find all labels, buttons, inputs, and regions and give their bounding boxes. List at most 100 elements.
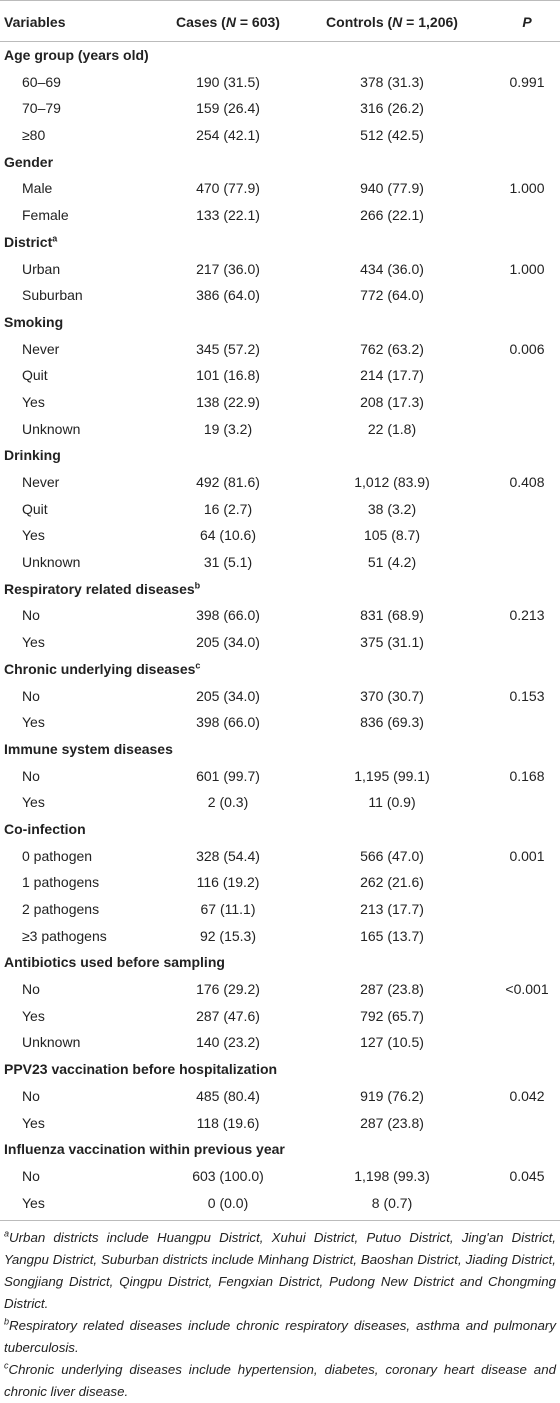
section-row: Smoking <box>0 309 560 336</box>
controls-cell: 266 (22.1) <box>360 207 424 224</box>
row-label: Yes <box>22 527 45 544</box>
header-cell: Variables <box>4 14 66 30</box>
controls-cell: 762 (63.2) <box>360 340 424 357</box>
section-title: District <box>4 233 53 250</box>
header-text: Controls ( <box>326 14 393 30</box>
row-label: No <box>22 1167 40 1184</box>
controls-cell: 919 (76.2) <box>360 1087 424 1104</box>
data-row: Quit 101 (16.8) 214 (17.7) <box>0 362 560 389</box>
section-title: Antibiotics used before sampling <box>4 954 225 971</box>
data-row: ≥3 pathogens 92 (15.3) 165 (13.7) <box>0 923 560 950</box>
footnote-marker: a <box>4 1228 10 1239</box>
section-cell: PPV23 vaccination before hospitalization <box>4 1056 277 1083</box>
header-text: N <box>392 14 403 30</box>
data-row: No 485 (80.4) 919 (76.2) 0.042 <box>0 1083 560 1110</box>
row-label: No <box>22 607 40 624</box>
data-row: No 205 (34.0) 370 (30.7) 0.153 <box>0 683 560 710</box>
p-cell: 0.001 <box>509 847 545 864</box>
controls-cell: 836 (69.3) <box>360 714 424 731</box>
header-text: Cases ( <box>176 14 226 30</box>
cases-cell: 140 (23.2) <box>196 1034 260 1051</box>
section-row: Immune system diseases <box>0 736 560 763</box>
cases-cell: 138 (22.9) <box>196 393 260 410</box>
row-label: 1 pathogens <box>22 874 100 891</box>
section-row: Gender <box>0 149 560 176</box>
p-cell: 1.000 <box>509 180 545 197</box>
p-cell: 0.213 <box>509 607 545 624</box>
controls-cell: 213 (17.7) <box>360 901 424 917</box>
row-label: ≥3 pathogens <box>22 927 107 944</box>
controls-cell: 287 (23.8) <box>360 1114 424 1131</box>
data-row: 60–69 190 (31.5) 378 (31.3) 0.991 <box>0 69 560 96</box>
cases-cell: 470 (77.9) <box>196 180 260 197</box>
data-row: Quit 16 (2.7) 38 (3.2) <box>0 496 560 523</box>
section-title: Chronic underlying diseases <box>4 660 196 677</box>
controls-cell: 772 (64.0) <box>360 287 424 304</box>
cases-cell: 485 (80.4) <box>196 1087 260 1104</box>
footnote: cChronic underlying diseases include hyp… <box>4 1359 556 1403</box>
section-row: Drinking <box>0 442 560 469</box>
controls-cell: 940 (77.9) <box>360 180 424 197</box>
data-row: ≥80 254 (42.1) 512 (42.5) <box>0 122 560 149</box>
header-text: = 603) <box>235 14 280 30</box>
footnote: bRespiratory related diseases include ch… <box>4 1315 556 1359</box>
section-cell: Respiratory related diseasesb <box>4 576 200 603</box>
section-row: Respiratory related diseasesb <box>0 576 560 603</box>
cases-cell: 603 (100.0) <box>192 1167 264 1184</box>
controls-cell: 375 (31.1) <box>360 634 424 651</box>
data-row: Yes 2 (0.3) 11 (0.9) <box>0 789 560 816</box>
controls-cell: 1,198 (99.3) <box>354 1167 430 1184</box>
p-cell: 0.991 <box>509 73 545 90</box>
section-title: Respiratory related diseases <box>4 580 195 597</box>
controls-cell: 512 (42.5) <box>360 127 424 144</box>
controls-cell: 434 (36.0) <box>360 260 424 277</box>
section-row: PPV23 vaccination before hospitalization <box>0 1056 560 1083</box>
row-label: 60–69 <box>22 73 61 90</box>
controls-cell: 11 (0.9) <box>368 794 416 811</box>
header-row: Variables Cases (N = 603) Controls (N = … <box>0 0 560 42</box>
row-label: No <box>22 1087 40 1104</box>
table: Variables Cases (N = 603) Controls (N = … <box>0 0 560 1222</box>
header-cell: P <box>494 1 560 43</box>
controls-cell: 370 (30.7) <box>360 687 424 704</box>
cases-cell: 601 (99.7) <box>196 767 260 784</box>
cases-cell: 190 (31.5) <box>196 73 260 90</box>
cases-cell: 217 (36.0) <box>196 260 260 277</box>
row-label: 0 pathogen <box>22 847 93 864</box>
row-label: No <box>22 767 40 784</box>
cases-cell: 19 (3.2) <box>203 420 253 437</box>
section-cell: Smoking <box>4 309 63 336</box>
row-label: Quit <box>22 367 48 384</box>
cases-cell: 159 (26.4) <box>196 100 260 117</box>
data-row: Never 492 (81.6) 1,012 (83.9) 0.408 <box>0 469 560 496</box>
p-cell: 0.006 <box>509 340 545 357</box>
cases-cell: 31 (5.1) <box>203 554 253 571</box>
controls-cell: 214 (17.7) <box>360 367 424 384</box>
controls-cell: 51 (4.2) <box>367 554 417 571</box>
footnote-text: Chronic underlying diseases include hype… <box>4 1362 556 1400</box>
data-row: Unknown 140 (23.2) 127 (10.5) <box>0 1029 560 1056</box>
section-cell: Co-infection <box>4 816 86 843</box>
row-label: Male <box>22 180 53 197</box>
data-row: Suburban 386 (64.0) 772 (64.0) <box>0 282 560 309</box>
data-row: 70–79 159 (26.4) 316 (26.2) <box>0 95 560 122</box>
row-label: 2 pathogens <box>22 901 100 917</box>
data-row: Yes 0 (0.0) 8 (0.7) <box>0 1190 560 1217</box>
footnote-marker: a <box>52 233 58 244</box>
footnote-text: Urban districts include Huangpu District… <box>4 1230 556 1312</box>
controls-cell: 262 (21.6) <box>360 874 424 891</box>
data-row: Unknown 19 (3.2) 22 (1.8) <box>0 416 560 443</box>
cases-cell: 67 (11.1) <box>200 901 256 917</box>
cases-cell: 205 (34.0) <box>196 634 260 651</box>
controls-cell: 127 (10.5) <box>360 1034 424 1051</box>
table-body: Age group (years old) 60–69 190 (31.5) 378 … <box>0 42 560 1216</box>
data-row: Yes 138 (22.9) 208 (17.3) <box>0 389 560 416</box>
controls-cell: 566 (47.0) <box>360 847 424 864</box>
cases-cell: 345 (57.2) <box>196 340 260 357</box>
section-row: Districta <box>0 229 560 256</box>
p-cell: 0.153 <box>509 687 545 704</box>
row-label: Yes <box>22 714 45 731</box>
section-row: Age group (years old) <box>0 42 560 69</box>
cases-cell: 133 (22.1) <box>196 207 260 224</box>
